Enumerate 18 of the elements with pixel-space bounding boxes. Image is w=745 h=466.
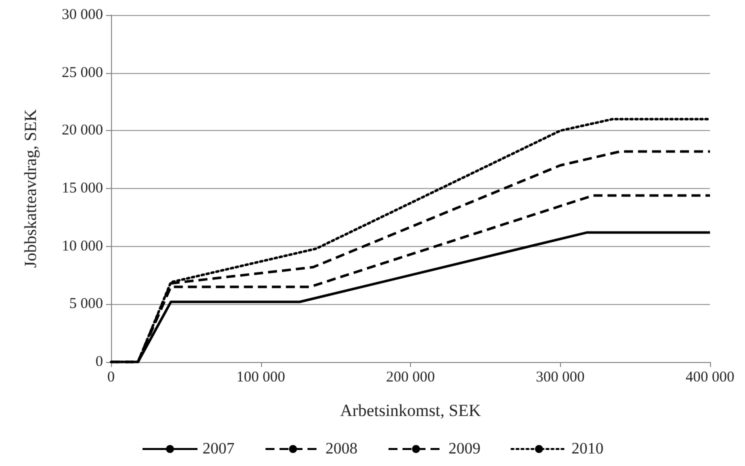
legend-label: 2010 xyxy=(572,440,604,458)
y-tick-label: 0 xyxy=(96,354,103,370)
y-tick-label: 15 000 xyxy=(62,180,103,196)
x-tick-label: 200 000 xyxy=(386,370,435,386)
legend-label: 2008 xyxy=(326,440,358,458)
y-tick-label: 10 000 xyxy=(62,238,103,254)
y-tick-label: 20 000 xyxy=(62,122,103,139)
y-tick-label: 25 000 xyxy=(62,64,103,81)
x-tick-label: 100 000 xyxy=(236,370,286,386)
y-tick-label: 30 000 xyxy=(62,7,103,23)
legend-label: 2007 xyxy=(202,440,234,458)
legend-label: 2009 xyxy=(448,440,480,458)
x-axis-title: Arbetsinkomst, SEK xyxy=(340,401,482,420)
x-tick-label: 400 000 xyxy=(686,370,734,386)
y-axis-title: Jobbskatteavdrag, SEK xyxy=(21,108,40,268)
x-tick-label: 0 xyxy=(107,370,115,386)
y-tick-label: 5 000 xyxy=(69,296,103,312)
x-tick-label: 300 000 xyxy=(536,370,585,386)
